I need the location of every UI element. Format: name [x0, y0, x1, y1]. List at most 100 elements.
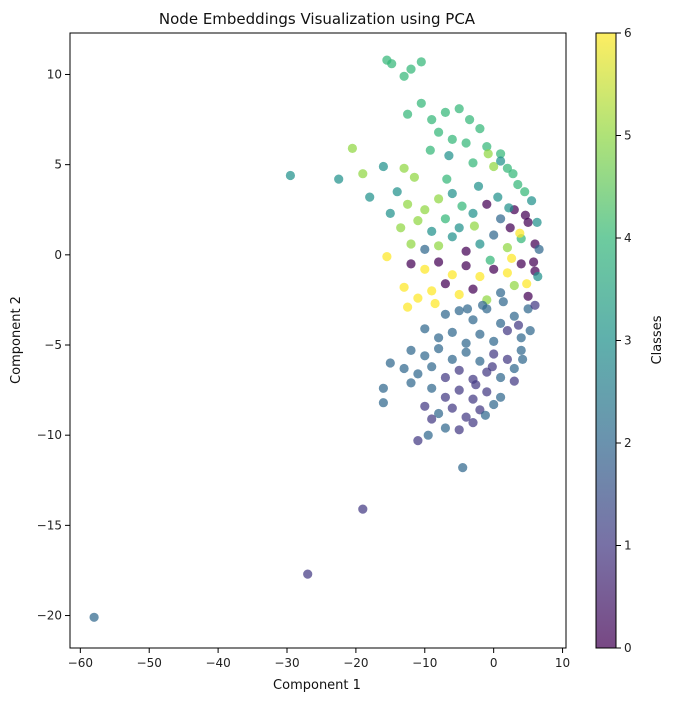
data-point-83	[454, 306, 464, 316]
data-point-146	[520, 187, 530, 197]
data-point-127	[447, 403, 457, 413]
data-point-158	[473, 181, 484, 191]
data-point-43	[454, 223, 464, 233]
data-point-101	[461, 347, 471, 357]
x-tick-label: −50	[137, 656, 162, 670]
data-point-23	[461, 138, 471, 148]
data-point-46	[496, 214, 506, 224]
data-point-32	[409, 172, 419, 182]
data-point-163	[498, 297, 508, 307]
data-point-145	[509, 376, 519, 386]
data-point-138	[527, 196, 537, 206]
data-point-88	[523, 304, 533, 314]
data-point-94	[489, 336, 499, 346]
colorbar-tick-label: 5	[624, 129, 632, 143]
y-tick-label: −10	[37, 428, 62, 442]
data-point-144	[518, 354, 528, 364]
data-point-166	[471, 380, 481, 390]
y-tick-label: 10	[47, 67, 62, 81]
data-point-63	[447, 270, 457, 280]
data-point-134	[468, 418, 478, 428]
data-point-114	[496, 372, 506, 383]
data-point-45	[482, 199, 492, 209]
data-point-93	[475, 329, 485, 339]
data-point-147	[508, 169, 518, 179]
data-point-66	[489, 264, 499, 274]
data-point-164	[513, 320, 524, 330]
x-tick-label: −10	[412, 656, 437, 670]
data-point-79	[523, 291, 533, 301]
colorbar-tick-label: 1	[624, 539, 632, 553]
colorbar-tick-label: 0	[624, 641, 632, 655]
y-axis-title: Component 2	[9, 296, 24, 384]
colorbar-tick-label: 4	[624, 231, 632, 245]
data-point-92	[461, 338, 471, 348]
data-point-80	[430, 298, 440, 309]
data-point-159	[493, 192, 503, 202]
x-tick-label: −30	[274, 656, 299, 670]
data-point-161	[478, 300, 488, 310]
data-point-73	[440, 279, 450, 289]
data-point-25	[496, 149, 506, 159]
data-point-143	[525, 326, 535, 336]
x-tick-label: 10	[555, 656, 570, 670]
data-point-142	[530, 300, 540, 310]
data-point-81	[403, 302, 413, 312]
data-point-98	[420, 351, 430, 361]
data-point-119	[440, 392, 450, 402]
data-point-74	[454, 289, 464, 300]
y-axis: −20 −15 −10 −5 0 5 10	[37, 67, 70, 623]
data-point-97	[406, 345, 416, 355]
data-point-52	[434, 241, 444, 251]
data-point-72	[427, 286, 437, 296]
data-point-68	[516, 259, 526, 269]
data-point-77	[496, 288, 506, 298]
data-point-31	[399, 163, 409, 173]
data-point-150	[515, 228, 525, 238]
data-point-19	[465, 115, 475, 125]
data-point-99	[434, 344, 444, 354]
data-point-167	[480, 410, 490, 420]
data-point-53	[447, 232, 457, 242]
data-point-5	[347, 143, 357, 153]
data-point-87	[509, 311, 519, 321]
data-point-139	[532, 217, 542, 227]
data-point-70	[399, 282, 409, 292]
data-point-162	[462, 304, 473, 314]
data-point-21	[434, 127, 444, 137]
data-point-140	[534, 244, 544, 254]
data-point-18	[454, 104, 464, 114]
plot-frame	[69, 32, 567, 649]
data-point-6	[358, 169, 368, 179]
data-point-37	[447, 188, 457, 199]
colorbar-ticks: 0 1 2 3 4 5 6	[616, 26, 632, 655]
data-point-104	[502, 354, 512, 364]
data-point-36	[434, 194, 444, 204]
data-point-57	[502, 243, 512, 253]
data-point-170	[505, 223, 515, 233]
data-point-40	[413, 216, 423, 226]
data-point-152	[522, 279, 532, 289]
data-point-22	[447, 134, 457, 144]
x-tick-label: −20	[343, 656, 368, 670]
data-point-109	[427, 362, 437, 372]
data-point-11	[399, 71, 409, 81]
data-point-17	[440, 107, 450, 117]
data-point-60	[406, 259, 416, 269]
data-point-39	[396, 223, 406, 233]
y-tick-label: −20	[37, 609, 62, 623]
data-point-54	[461, 246, 471, 256]
data-point-56	[489, 230, 499, 240]
data-point-123	[496, 392, 506, 402]
data-point-64	[461, 261, 471, 271]
data-point-35	[420, 205, 430, 215]
data-point-118	[427, 383, 437, 393]
data-point-128	[461, 412, 471, 422]
colorbar	[595, 32, 617, 649]
data-point-141	[533, 271, 543, 282]
data-point-132	[440, 423, 450, 433]
x-axis: −60 −50 −40 −30 −20 −10 0 10	[68, 648, 570, 670]
colorbar-tick-label: 3	[624, 334, 632, 348]
colorbar-tick-label: 6	[624, 26, 632, 40]
